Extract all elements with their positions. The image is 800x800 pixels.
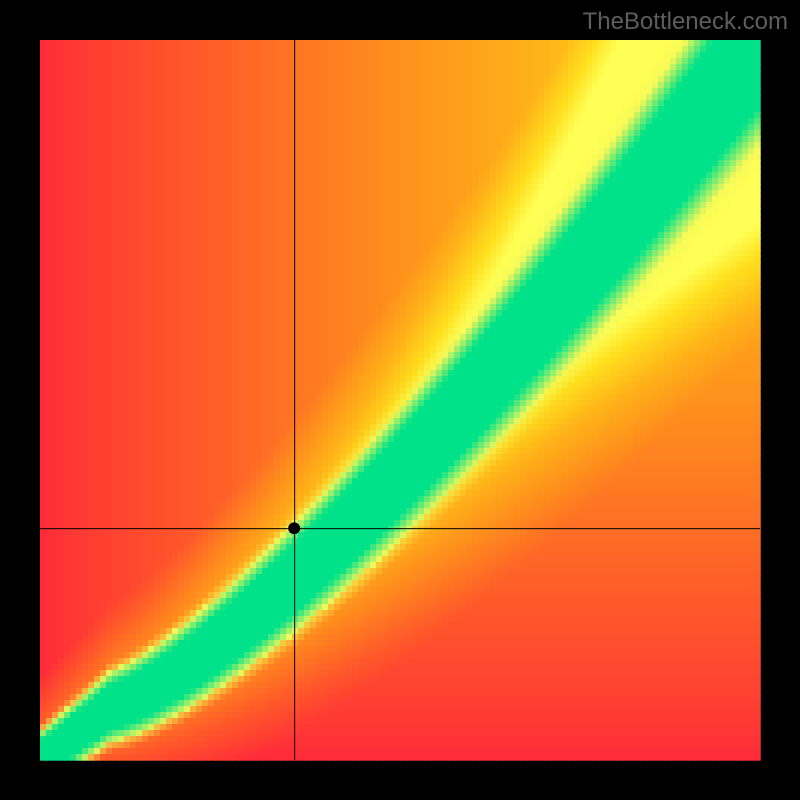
chart-container: TheBottleneck.com (0, 0, 800, 800)
bottleneck-heatmap (0, 0, 800, 800)
watermark-label: TheBottleneck.com (583, 8, 788, 36)
